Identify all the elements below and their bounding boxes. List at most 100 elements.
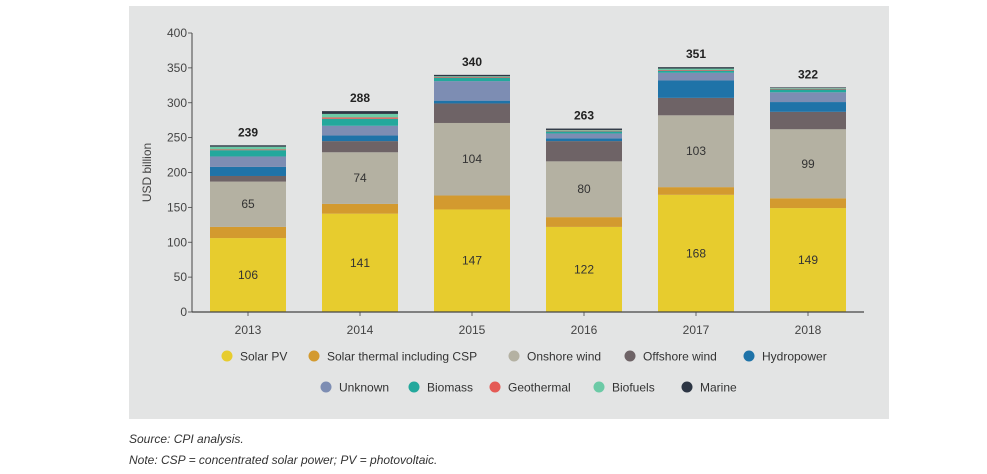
- y-tick-label: 150: [167, 200, 187, 214]
- bar-segment-biomass: [546, 131, 622, 134]
- bar-total-label: 288: [350, 91, 370, 105]
- x-tick-label: 2015: [459, 323, 486, 337]
- bar-value-label: 103: [686, 144, 706, 158]
- bar-segment-unknown: [770, 92, 846, 103]
- bar-segment-geothermal: [322, 117, 398, 119]
- bar-segment-onshore-wind: [546, 161, 622, 218]
- y-tick-label: 250: [167, 131, 187, 145]
- stacked-bar-chart: 0 50 100 150 200 250 300 350 400 USD billion 106 65…: [140, 26, 864, 395]
- bar-segment-geothermal: [770, 88, 846, 90]
- source-note: Source: CPI analysis.: [129, 432, 244, 446]
- bar-segment-solar-pv: [770, 208, 846, 312]
- bar-total-label: 239: [238, 125, 258, 139]
- bar-segment-solar-pv: [434, 209, 510, 312]
- y-tick-label: 0: [180, 305, 187, 319]
- bar-segment-unknown: [546, 133, 622, 139]
- bar-value-label: 141: [350, 256, 370, 270]
- bar-segment-biomass: [770, 89, 846, 93]
- bar-segment-marine: [322, 111, 398, 114]
- bar-segment-biofuels: [210, 146, 286, 150]
- legend-label: Solar PV: [240, 350, 287, 364]
- bar-segment-biofuels: [546, 129, 622, 131]
- bar-segment-hydropower: [210, 166, 286, 176]
- bar-segment-marine: [546, 128, 622, 130]
- legend-label: Hydropower: [762, 350, 827, 364]
- bar-value-label: 74: [353, 171, 367, 185]
- legend-marker: [508, 350, 520, 362]
- x-tick-label: 2017: [683, 323, 710, 337]
- bar-segment-geothermal: [546, 130, 622, 132]
- bar-segment-solar-thermal-including-csp: [770, 198, 846, 209]
- bar-segment-biomass: [210, 150, 286, 157]
- bar-segment-solar-pv: [322, 213, 398, 312]
- bar-segment-offshore-wind: [434, 103, 510, 123]
- bar-segment-biofuels: [658, 68, 734, 70]
- legend-marker: [593, 381, 605, 393]
- bar-segment-hydropower: [434, 100, 510, 104]
- legend-label: Biofuels: [612, 381, 655, 395]
- chart-panel: 0 50 100 150 200 250 300 350 400 USD billion 106 65…: [129, 6, 889, 419]
- legend-label: Marine: [700, 381, 737, 395]
- legend-marker: [221, 350, 233, 362]
- y-tick-label: 100: [167, 235, 187, 249]
- legend-label: Solar thermal including CSP: [327, 350, 477, 364]
- bar-segment-geothermal: [658, 69, 734, 71]
- bar-value-label: 147: [462, 254, 482, 268]
- legend-marker: [743, 350, 755, 362]
- bar-segment-offshore-wind: [322, 141, 398, 153]
- legend-marker: [624, 350, 636, 362]
- legend-label: Unknown: [339, 381, 389, 395]
- bar-segment-marine: [434, 74, 510, 77]
- legend-label: Biomass: [427, 381, 473, 395]
- bar-segment-offshore-wind: [658, 97, 734, 116]
- bar-segment-unknown: [322, 125, 398, 136]
- bar-segment-offshore-wind: [770, 111, 846, 130]
- bar-total-label: 322: [798, 67, 818, 81]
- bar-segment-onshore-wind: [210, 181, 286, 227]
- x-tick-label: 2013: [235, 323, 262, 337]
- bar-segment-solar-thermal-including-csp: [210, 226, 286, 239]
- legend-marker: [681, 381, 693, 393]
- bar-value-label: 149: [798, 253, 818, 267]
- bar-segment-biofuels: [322, 113, 398, 118]
- bar-segment-biomass: [434, 77, 510, 82]
- bar-segment-onshore-wind: [322, 152, 398, 204]
- bar-value-label: 80: [577, 182, 591, 196]
- legend-label: Offshore wind: [643, 350, 717, 364]
- bar-segment-offshore-wind: [546, 141, 622, 162]
- abbreviation-note: Note: CSP = concentrated solar power; PV…: [129, 453, 438, 467]
- bar-value-label: 65: [241, 197, 255, 211]
- bar-segment-biofuels: [434, 76, 510, 77]
- bar-segment-hydropower: [658, 80, 734, 98]
- legend-label: Geothermal: [508, 381, 571, 395]
- bar-segment-solar-thermal-including-csp: [658, 187, 734, 195]
- legend-marker: [408, 381, 420, 393]
- bar-segment-marine: [770, 87, 846, 89]
- y-axis-title: USD billion: [140, 143, 154, 202]
- bar-segment-solar-thermal-including-csp: [434, 195, 510, 210]
- bar-segment-solar-thermal-including-csp: [546, 217, 622, 227]
- bar-value-label: 122: [574, 262, 594, 276]
- bar-segment-hydropower: [770, 102, 846, 112]
- bar-total-label: 340: [462, 55, 482, 69]
- bar-value-label: 99: [801, 157, 815, 171]
- bar-value-label: 168: [686, 246, 706, 260]
- x-tick-label: 2014: [347, 323, 374, 337]
- bar-segment-geothermal: [434, 76, 510, 78]
- bar-segment-solar-pv: [546, 226, 622, 312]
- bar-segment-hydropower: [546, 138, 622, 142]
- bar-segment-biomass: [322, 118, 398, 126]
- legend-marker: [320, 381, 332, 393]
- bar-segment-unknown: [210, 156, 286, 167]
- bar-segment-biofuels: [770, 88, 846, 89]
- bar-segment-geothermal: [210, 149, 286, 151]
- bar-segment-unknown: [658, 72, 734, 81]
- x-tick-label: 2018: [795, 323, 822, 337]
- y-tick-label: 300: [167, 96, 187, 110]
- bar-segment-onshore-wind: [658, 115, 734, 188]
- bar-segment-onshore-wind: [434, 122, 510, 196]
- bar-segment-offshore-wind: [210, 175, 286, 182]
- bar-segment-unknown: [434, 81, 510, 101]
- bar-segment-marine: [210, 145, 286, 147]
- y-tick-label: 200: [167, 166, 187, 180]
